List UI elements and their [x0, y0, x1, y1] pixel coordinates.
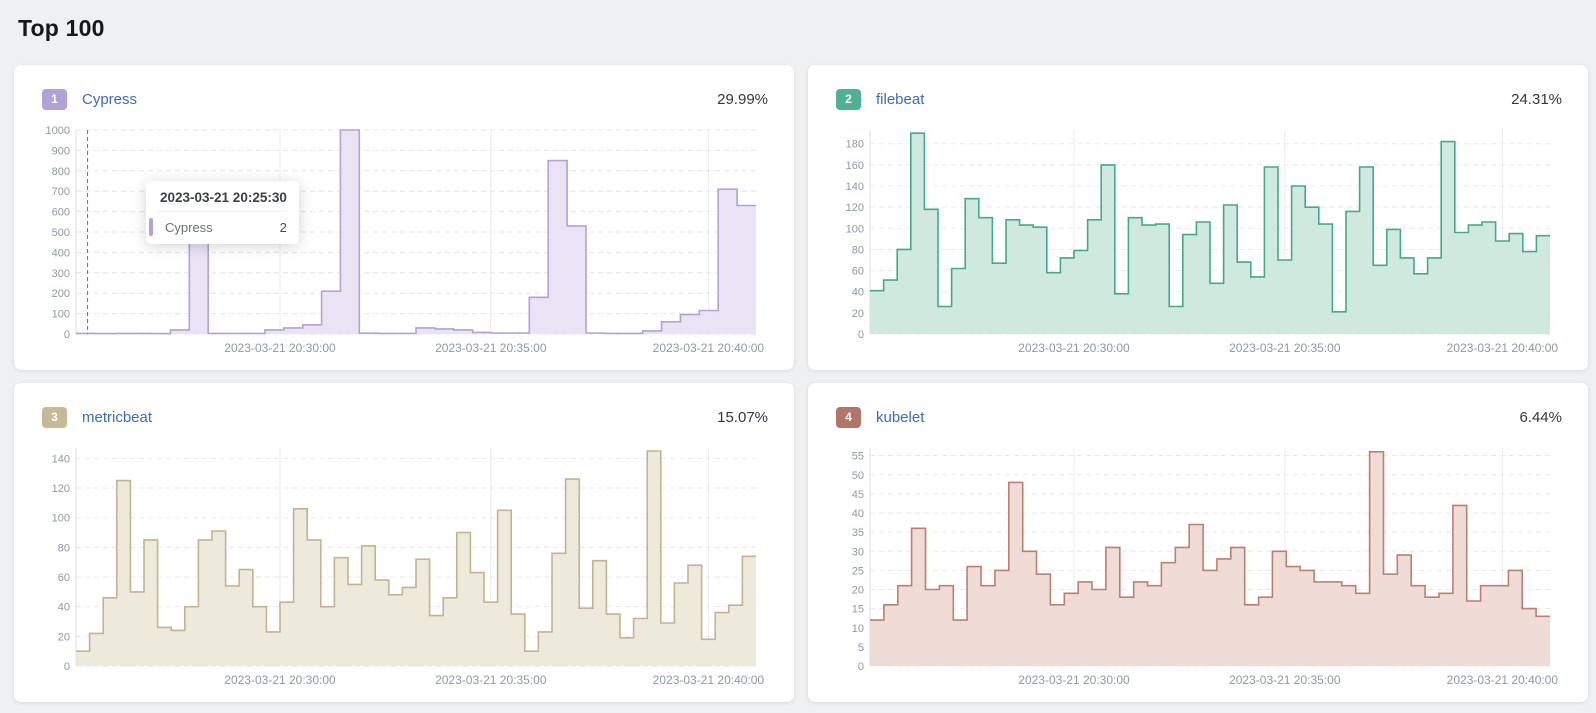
svg-text:2023-03-21 20:30:00: 2023-03-21 20:30:00	[1018, 341, 1130, 355]
svg-text:100: 100	[52, 513, 70, 525]
svg-text:140: 140	[52, 453, 70, 465]
rank-badge: 1	[42, 89, 67, 110]
svg-text:100: 100	[846, 223, 864, 235]
series-link-metricbeat[interactable]: metricbeat	[82, 409, 153, 426]
step-area-plot[interactable]: 2023-03-21 20:30:00 2023-03-21 20:35:00 20…	[836, 118, 1562, 360]
svg-text:2023-03-21 20:35:00: 2023-03-21 20:35:00	[435, 341, 547, 355]
svg-text:2023-03-21 20:30:00: 2023-03-21 20:30:00	[224, 341, 336, 355]
svg-text:500: 500	[52, 227, 70, 239]
svg-text:900: 900	[52, 145, 70, 157]
card-header: 3 metricbeat 15.07%	[42, 407, 768, 428]
svg-text:2023-03-21 20:35:00: 2023-03-21 20:35:00	[435, 673, 547, 687]
svg-text:2023-03-21 20:30:00: 2023-03-21 20:30:00	[1018, 673, 1130, 687]
series-link-cypress[interactable]: Cypress	[82, 91, 138, 108]
svg-text:35: 35	[852, 527, 864, 539]
svg-text:80: 80	[852, 244, 864, 256]
svg-text:400: 400	[52, 247, 70, 259]
svg-text:5: 5	[858, 642, 864, 654]
svg-text:1000: 1000	[46, 125, 70, 137]
svg-text:100: 100	[52, 309, 70, 321]
card-header: 2 filebeat 24.31%	[836, 89, 1562, 110]
chart-card-cypress: 1 Cypress 29.99% 2023-03-21 20:30:00 2023…	[14, 65, 794, 370]
svg-text:20: 20	[852, 585, 864, 597]
step-area-plot[interactable]: 2023-03-21 20:30:00 2023-03-21 20:35:00 20…	[42, 436, 768, 692]
svg-text:40: 40	[852, 287, 864, 299]
svg-text:120: 120	[846, 202, 864, 214]
series-link-kubelet[interactable]: kubelet	[876, 409, 925, 426]
page-title: Top 100	[18, 15, 105, 41]
svg-text:2023-03-21 20:40:00: 2023-03-21 20:40:00	[1447, 673, 1559, 687]
cypress-step-area-chart[interactable]: 2023-03-21 20:30:00 2023-03-21 20:35:00 20…	[42, 118, 768, 360]
svg-text:50: 50	[852, 470, 864, 482]
svg-text:200: 200	[52, 288, 70, 300]
rank-badge: 2	[836, 89, 861, 110]
svg-text:45: 45	[852, 489, 864, 501]
kubelet-step-area-chart[interactable]: 2023-03-21 20:30:00 2023-03-21 20:35:00 20…	[836, 436, 1562, 692]
svg-text:2023-03-21 20:40:00: 2023-03-21 20:40:00	[1447, 341, 1559, 355]
chart-card-metricbeat: 3 metricbeat 15.07% 2023-03-21 20:30:00 2…	[14, 383, 794, 702]
svg-text:0: 0	[858, 661, 864, 673]
svg-text:2023-03-21 20:40:00: 2023-03-21 20:40:00	[653, 673, 765, 687]
svg-text:0: 0	[64, 329, 70, 341]
svg-text:0: 0	[64, 661, 70, 673]
svg-text:600: 600	[52, 207, 70, 219]
percent-value: 6.44%	[1519, 409, 1562, 426]
percent-value: 24.31%	[1511, 91, 1562, 108]
svg-text:2023-03-21 20:40:00: 2023-03-21 20:40:00	[653, 341, 765, 355]
svg-text:60: 60	[58, 572, 70, 584]
rank-badge: 3	[42, 407, 67, 428]
step-area-plot[interactable]: 2023-03-21 20:30:00 2023-03-21 20:35:00 20…	[836, 436, 1562, 692]
svg-text:2023-03-21 20:30:00: 2023-03-21 20:30:00	[224, 673, 336, 687]
percent-value: 15.07%	[717, 409, 768, 426]
svg-text:40: 40	[852, 508, 864, 520]
svg-text:15: 15	[852, 604, 864, 616]
series-link-filebeat[interactable]: filebeat	[876, 91, 925, 108]
metricbeat-step-area-chart[interactable]: 2023-03-21 20:30:00 2023-03-21 20:35:00 20…	[42, 436, 768, 692]
svg-text:2023-03-21 20:35:00: 2023-03-21 20:35:00	[1229, 673, 1341, 687]
svg-text:80: 80	[58, 542, 70, 554]
svg-text:800: 800	[52, 166, 70, 178]
svg-text:25: 25	[852, 565, 864, 577]
svg-text:20: 20	[852, 308, 864, 320]
rank-badge: 4	[836, 407, 861, 428]
card-header: 4 kubelet 6.44%	[836, 407, 1562, 428]
card-header: 1 Cypress 29.99%	[42, 89, 768, 110]
svg-text:120: 120	[52, 483, 70, 495]
svg-text:140: 140	[846, 181, 864, 193]
svg-text:20: 20	[58, 631, 70, 643]
svg-text:300: 300	[52, 268, 70, 280]
filebeat-step-area-chart[interactable]: 2023-03-21 20:30:00 2023-03-21 20:35:00 20…	[836, 118, 1562, 360]
svg-text:55: 55	[852, 451, 864, 463]
svg-text:700: 700	[52, 186, 70, 198]
step-area-plot[interactable]: 2023-03-21 20:30:00 2023-03-21 20:35:00 20…	[42, 118, 768, 360]
chart-card-kubelet: 4 kubelet 6.44% 2023-03-21 20:30:00 2023-…	[808, 383, 1588, 702]
chart-card-filebeat: 2 filebeat 24.31% 2023-03-21 20:30:00 202…	[808, 65, 1588, 370]
svg-text:180: 180	[846, 139, 864, 151]
svg-text:60: 60	[852, 266, 864, 278]
svg-text:10: 10	[852, 623, 864, 635]
svg-text:160: 160	[846, 160, 864, 172]
svg-text:40: 40	[58, 602, 70, 614]
percent-value: 29.99%	[717, 91, 768, 108]
svg-text:30: 30	[852, 546, 864, 558]
chart-grid: 1 Cypress 29.99% 2023-03-21 20:30:00 2023…	[14, 65, 1588, 702]
svg-text:2023-03-21 20:35:00: 2023-03-21 20:35:00	[1229, 341, 1341, 355]
svg-text:0: 0	[858, 329, 864, 341]
